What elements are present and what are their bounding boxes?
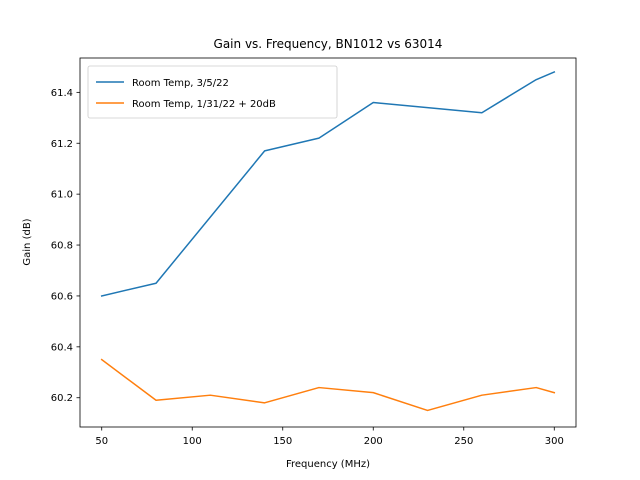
legend: Room Temp, 3/5/22 Room Temp, 1/31/22 + 20…: [87, 65, 338, 119]
y-tick-label: 61.2: [51, 139, 73, 150]
x-tick-label: 250: [454, 436, 473, 447]
x-tick-label: 300: [545, 436, 564, 447]
y-axis-title: Gain (dB): [22, 218, 33, 265]
y-tick-label: 60.8: [51, 241, 73, 252]
series-line-1: [100, 358, 556, 412]
y-tick-label: 60.2: [51, 393, 73, 404]
legend-box: [87, 65, 338, 119]
x-tick-label: 100: [183, 436, 202, 447]
y-axis: 60.2 60.4 60.6 60.8 61.0 61.2 61.4: [51, 88, 80, 404]
y-tick-label: 61.0: [51, 190, 73, 201]
y-tick-label: 61.4: [51, 88, 73, 99]
chart-title: Gain vs. Frequency, BN1012 vs 63014: [214, 37, 443, 51]
legend-label-1: Room Temp, 1/31/22 + 20dB: [132, 99, 276, 110]
y-tick-label: 60.4: [51, 342, 73, 353]
x-axis-title: Frequency (MHz): [286, 459, 370, 470]
legend-label-0: Room Temp, 3/5/22: [132, 78, 229, 89]
y-tick-label: 60.6: [51, 291, 73, 302]
plot-frame: [79, 57, 577, 428]
x-tick-label: 50: [95, 436, 108, 447]
series-line-0: [100, 71, 556, 297]
x-tick-label: 150: [273, 436, 292, 447]
series-layer: [100, 71, 556, 412]
x-tick-label: 200: [364, 436, 383, 447]
x-axis: 50 100 150 200 250 300: [95, 427, 564, 447]
